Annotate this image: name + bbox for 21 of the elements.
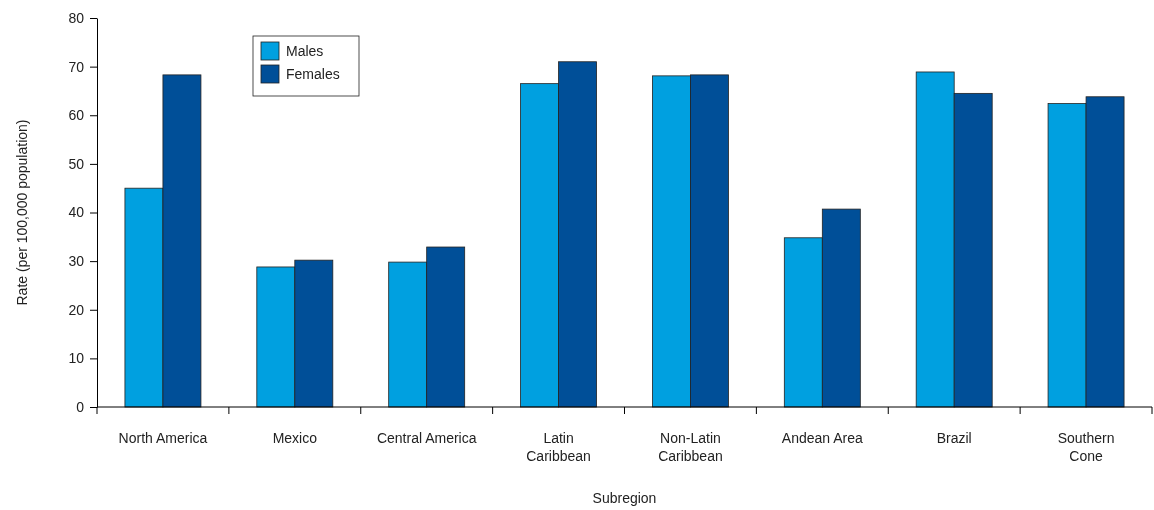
y-tick-label: 60 [68, 107, 85, 124]
x-tick-label: North America [118, 430, 208, 446]
x-tick-label: Central America [376, 430, 477, 446]
x-tick-label: Latin Caribbean [526, 430, 591, 464]
y-axis-title: Rate (per 100,000 population) [14, 119, 30, 306]
y-tick-label: 10 [68, 350, 85, 367]
legend-label: Males [286, 43, 324, 59]
legend-label: Females [286, 66, 340, 82]
x-tick-label: Southern Cone [1057, 430, 1115, 464]
y-tick-label: 0 [76, 398, 85, 415]
y-tick-label: 70 [68, 58, 85, 75]
y-tick-label: 50 [68, 155, 85, 172]
y-tick-label: 20 [68, 301, 85, 318]
x-tick-label: Brazil [936, 430, 972, 446]
y-tick-label: 40 [68, 204, 85, 221]
x-axis-title: Subregion [592, 490, 657, 506]
y-tick-label: 80 [68, 9, 85, 26]
x-tick-label: Non-Latin Caribbean [658, 430, 723, 464]
y-tick-label: 30 [68, 253, 85, 270]
x-tick-label: Mexico [272, 430, 318, 446]
x-tick-label: Andean Area [781, 430, 863, 446]
